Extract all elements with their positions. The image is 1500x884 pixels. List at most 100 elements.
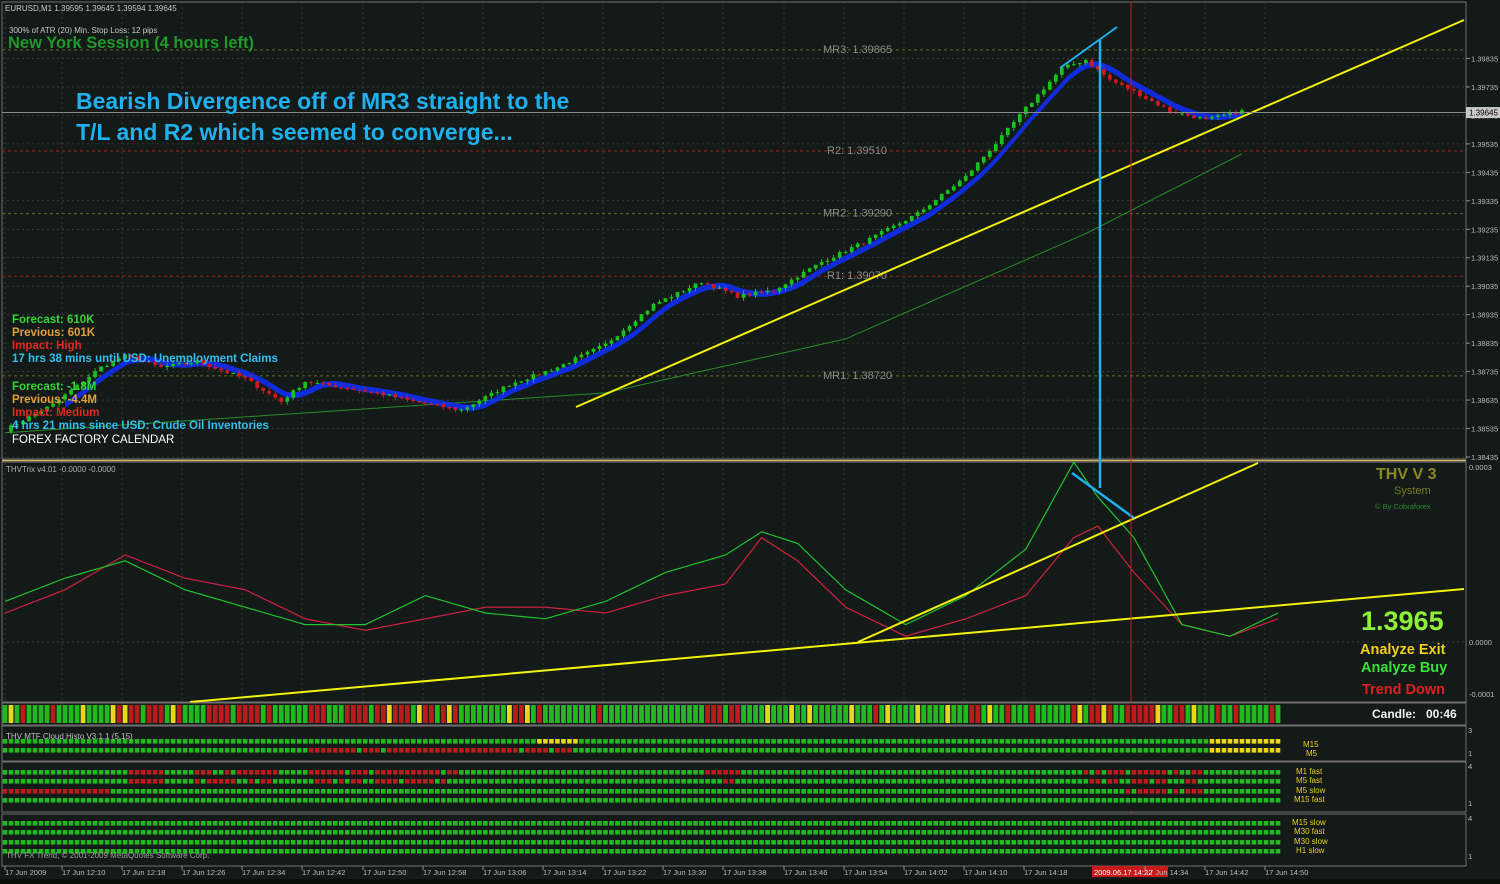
m5-slow-dot (1221, 789, 1227, 794)
m5-slow-dot (218, 789, 224, 794)
m5-slow-dot (368, 789, 374, 794)
m5-fast-dot (356, 779, 362, 784)
m5-fast-dot (567, 779, 572, 784)
trend-color-bar (987, 705, 993, 723)
m30-fast-dot (921, 830, 927, 835)
m1-fast-dot (411, 770, 416, 775)
m5-slow-dot (981, 789, 987, 794)
m15-slow-dot (1035, 821, 1041, 826)
m30-slow-dot (80, 840, 86, 845)
m1-fast-dot (1209, 770, 1215, 775)
h1-slow-dot (194, 849, 200, 854)
price-tick-label: 1.38935 (1471, 311, 1498, 320)
m5-fast-dot (915, 779, 921, 784)
m1-fast-dot (633, 770, 638, 775)
m5-slow-dot (669, 789, 674, 794)
candle-body (969, 170, 974, 176)
m1-fast-dot (1227, 770, 1233, 775)
m1-fast-dot (567, 770, 572, 775)
m15-fast-dot (501, 798, 506, 803)
m5-fast-dot (447, 779, 452, 784)
m15-dot (1245, 739, 1251, 744)
m15-fast-dot (471, 798, 476, 803)
m30-fast-dot (651, 830, 656, 835)
m30-fast-dot (951, 830, 957, 835)
m1-fast-dot (387, 770, 392, 775)
m5-slow-dot (687, 789, 692, 794)
m15-fast-dot (1257, 798, 1263, 803)
m5-slow-dot (338, 789, 344, 794)
m30-fast-dot (1035, 830, 1041, 835)
m30-slow-dot (1059, 840, 1065, 845)
m5-fast-dot (669, 779, 674, 784)
m1-fast-dot (831, 770, 836, 775)
m5-fast-dot (20, 779, 26, 784)
event1-time: 17 hrs 38 mins until USD: Unemployment C… (12, 353, 278, 365)
m30-fast-dot (519, 830, 524, 835)
m15-fast-dot (903, 798, 909, 803)
m5-dot (1179, 748, 1185, 753)
m15-dot (1005, 739, 1011, 744)
m1-fast-dot (1089, 770, 1095, 775)
main-price-panel[interactable] (1, 1, 1467, 460)
m30-fast-dot (657, 830, 662, 835)
m30-fast-dot (1185, 830, 1191, 835)
m15-fast-dot (242, 798, 248, 803)
m30-fast-dot (771, 830, 776, 835)
m15-dot (1023, 739, 1029, 744)
m1-fast-dot (2, 770, 8, 775)
h1-slow-dot (1221, 849, 1227, 854)
m5-dot (194, 748, 200, 753)
m5-dot (723, 748, 728, 753)
m15-slow-dot (1239, 821, 1245, 826)
m15-dot (1275, 739, 1281, 744)
m15-dot (338, 739, 344, 744)
m15-fast-dot (1167, 798, 1173, 803)
trend-color-bar (338, 705, 344, 723)
m30-slow-dot (308, 840, 314, 845)
trend-color-bar (230, 705, 236, 723)
m1-fast-dot (813, 770, 818, 775)
m15-slow-dot (1257, 821, 1263, 826)
m15-fast-dot (1065, 798, 1071, 803)
trix-indicator-panel[interactable] (1, 461, 1467, 703)
m5-fast-dot (471, 779, 476, 784)
h1-slow-dot (585, 849, 590, 854)
m15-fast-dot (663, 798, 668, 803)
h1-slow-dot (873, 849, 878, 854)
trend-color-bar (236, 705, 242, 723)
m5-dot (2, 748, 8, 753)
m1-fast-dot (957, 770, 963, 775)
m5-slow-dot (344, 789, 350, 794)
m5-slow-dot (759, 789, 764, 794)
trend-color-bar (170, 705, 176, 723)
m5-dot (537, 748, 542, 753)
panel-scale-label: 1 (1468, 749, 1472, 758)
m5-slow-dot (272, 789, 278, 794)
m15-fast-dot (284, 798, 290, 803)
m15-slow-dot (729, 821, 734, 826)
m30-fast-dot (873, 830, 878, 835)
h1-slow-dot (387, 849, 392, 854)
m15-dot (1191, 739, 1197, 744)
m15-slow-dot (308, 821, 314, 826)
m15-dot (308, 739, 314, 744)
m1-fast-dot (236, 770, 242, 775)
candle-body (219, 368, 224, 371)
m5-dot (801, 748, 806, 753)
m15-slow-dot (86, 821, 92, 826)
m15-fast-dot (525, 798, 530, 803)
m15-dot (1083, 739, 1089, 744)
m5-dot (80, 748, 86, 753)
time-tick-label: 17 Jun 13:06 (483, 868, 526, 877)
m30-slow-dot (471, 840, 476, 845)
candle-body (1204, 117, 1208, 119)
candle-body (1065, 64, 1070, 68)
m15-fast-dot (693, 798, 698, 803)
m15-dot (200, 739, 206, 744)
m5-slow-dot (1047, 789, 1053, 794)
candle-body (39, 411, 43, 414)
m15-slow-dot (621, 821, 626, 826)
candle-body (1102, 69, 1106, 75)
